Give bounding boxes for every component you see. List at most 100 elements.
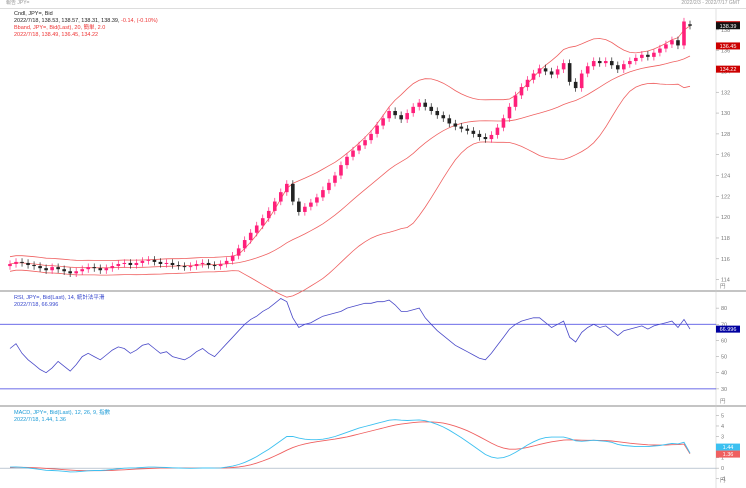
bollinger-upper-line (9, 25, 691, 262)
candle (176, 265, 181, 267)
macd-legend-values: 2022/7/18, 1.44, 1.36 (14, 417, 66, 423)
bband-legend-values: 2022/7/18, 138.49, 136.45, 134.22 (14, 32, 99, 38)
y-tick-label: 124 (721, 174, 730, 180)
candle (272, 201, 277, 211)
candle (585, 66, 590, 74)
candle (260, 218, 265, 226)
candle (435, 110, 440, 116)
candle-legend-values: 2022/7/18, 138.53, 138.57, 138.31, 138.3… (14, 18, 158, 25)
candle (98, 268, 103, 271)
candle (573, 81, 578, 89)
candle (291, 183, 295, 202)
candle (327, 182, 331, 191)
candle (309, 202, 313, 207)
candle (278, 192, 283, 202)
candle (8, 263, 12, 267)
candle (381, 118, 385, 126)
candle (194, 263, 199, 267)
macd-tag (716, 450, 740, 458)
macd-tag-label: 1.36 (723, 452, 734, 458)
price-tag-label: 136.45 (720, 44, 737, 50)
candle (242, 240, 247, 249)
candle (609, 61, 614, 66)
candle (411, 106, 415, 114)
candle (471, 130, 476, 134)
candle (483, 137, 488, 140)
candle (110, 266, 115, 269)
candle (549, 71, 554, 75)
candle (634, 57, 638, 62)
y-tick-label: 60 (721, 338, 727, 344)
macd-tag-label: 1.44 (723, 445, 734, 451)
candle (375, 125, 379, 134)
candle (495, 127, 500, 135)
price-tag (716, 42, 740, 50)
candle (62, 269, 66, 272)
candle (224, 260, 229, 264)
candle (688, 24, 692, 26)
candle (622, 64, 626, 70)
candle (80, 269, 85, 272)
candle (477, 133, 482, 138)
candle (459, 126, 464, 129)
rsi-legend-values: 2022/7/18, 66.996 (14, 302, 59, 308)
macd-legend: MACD, JPY=, Bid(Last), 12, 26, 9, 指數 202… (14, 410, 110, 424)
candle (345, 156, 349, 166)
y-tick-label: 114 (721, 278, 730, 284)
candle (74, 271, 78, 274)
instrument-title: 報告 JPY= (6, 0, 30, 6)
candle (104, 268, 109, 271)
candle (303, 206, 307, 212)
candle (321, 190, 325, 198)
candle (315, 197, 319, 203)
candle (682, 21, 686, 46)
candle (507, 106, 512, 119)
y-tick-label: 122 (721, 194, 730, 200)
candle (128, 262, 133, 266)
candle (68, 271, 72, 274)
title-bar: 報告 JPY= 2022/2/3 - 2022/7/17 GMT (0, 0, 746, 9)
candle (351, 150, 355, 157)
candle (465, 128, 470, 131)
candle (86, 267, 91, 270)
candle (188, 266, 193, 268)
candle-legend-title: Cndl, JPY=, Bid (14, 11, 53, 17)
candle (152, 259, 157, 262)
bollinger-lower-line (9, 82, 691, 298)
candle (170, 262, 175, 266)
y-tick-label: 128 (721, 132, 730, 138)
candle (285, 183, 289, 193)
candle (146, 259, 151, 261)
candle (44, 268, 48, 271)
candle (369, 133, 373, 141)
candle (441, 115, 446, 119)
candle (254, 225, 259, 233)
price-tag-label: 138.39 (720, 24, 737, 30)
candle (628, 61, 632, 65)
candle (555, 69, 560, 75)
candle (387, 110, 391, 119)
candle (640, 54, 644, 58)
candle (489, 134, 494, 140)
macd-tag (716, 443, 740, 451)
candle (664, 44, 668, 49)
candle (248, 232, 253, 241)
y-tick-label: 126 (721, 153, 730, 159)
candle (32, 265, 36, 267)
y-tick-label: 138 (721, 28, 730, 34)
candle (230, 255, 235, 261)
candle (405, 113, 409, 120)
candle (513, 95, 518, 107)
macd-legend-title: MACD, JPY=, Bid(Last), 12, 26, 9, 指數 (14, 410, 111, 416)
y-tick-label: 4 (721, 424, 724, 430)
candle (567, 63, 572, 82)
candle (200, 262, 205, 264)
candle (519, 87, 524, 96)
candle (670, 40, 674, 45)
y-tick-label: 40 (721, 371, 727, 377)
candle (363, 140, 367, 146)
candle (56, 267, 60, 270)
y-tick-label: 5 (721, 413, 724, 419)
